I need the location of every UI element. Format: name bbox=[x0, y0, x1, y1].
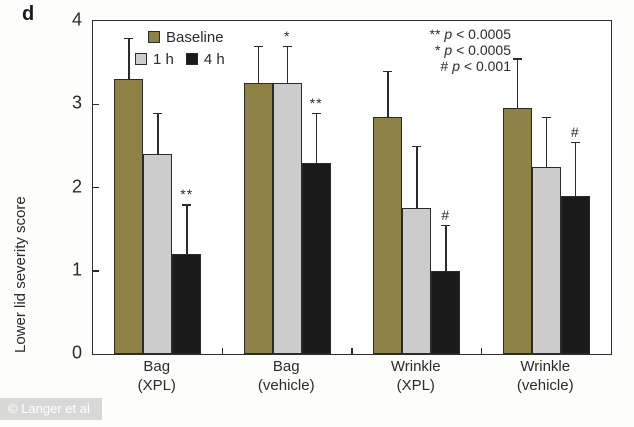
error-bar bbox=[157, 112, 159, 155]
error-bar-cap bbox=[541, 116, 551, 119]
legend-label: Baseline bbox=[166, 28, 224, 46]
error-bar bbox=[315, 112, 317, 163]
x-category-line2: (vehicle) bbox=[516, 377, 574, 394]
y-axis-title: Lower lid severity score bbox=[12, 196, 29, 353]
error-bar bbox=[387, 70, 389, 117]
legend-label: 4 h bbox=[203, 50, 225, 68]
legend-swatch bbox=[148, 31, 160, 43]
error-bar-cap bbox=[512, 58, 522, 60]
panel-letter: d bbox=[22, 3, 35, 25]
annotation-marker: * bbox=[434, 42, 441, 58]
x-category-label: Wrinkle (XPL) bbox=[356, 357, 476, 395]
x-category-label: Wrinkle (vehicle) bbox=[485, 357, 605, 395]
x-category-line1: Wrinkle bbox=[390, 358, 441, 375]
bar-1h-group3 bbox=[402, 208, 432, 354]
bar-Baseline-group4 bbox=[502, 108, 532, 354]
error-bar-cap bbox=[253, 45, 263, 48]
bar-Baseline-group1 bbox=[114, 79, 144, 354]
error-bar bbox=[416, 145, 418, 209]
error-bar-cap bbox=[441, 224, 451, 227]
y-tick-label: 1 bbox=[71, 259, 82, 280]
error-bar bbox=[186, 204, 188, 255]
annotation-p: p bbox=[444, 26, 453, 42]
error-bar bbox=[286, 45, 288, 84]
annotation-marker: # bbox=[440, 58, 449, 74]
significance-annotations: ** p < 0.0005 * p < 0.0005 # p < 0.001 bbox=[420, 26, 511, 74]
annotation-marker: ** bbox=[429, 26, 441, 42]
error-bar bbox=[516, 58, 518, 109]
x-category-label: Bag (XPL) bbox=[97, 357, 217, 395]
x-tick-mark bbox=[351, 348, 353, 354]
error-bar bbox=[545, 116, 547, 167]
error-bar-cap bbox=[570, 141, 580, 144]
annotation-p: p bbox=[444, 42, 453, 58]
legend-row: Baseline bbox=[148, 26, 237, 48]
legend: Baseline 1 h 4 h bbox=[135, 26, 237, 70]
x-tick-mark bbox=[480, 348, 483, 354]
error-bar-cap bbox=[182, 204, 192, 206]
x-category-line2: (vehicle) bbox=[257, 377, 315, 394]
y-tick-label: 2 bbox=[71, 176, 82, 196]
significance-marker: * bbox=[284, 27, 291, 44]
legend-swatch bbox=[185, 53, 198, 65]
error-bar-cap bbox=[412, 145, 422, 148]
annotation-row: * p < 0.0005 bbox=[420, 42, 511, 58]
significance-marker: # bbox=[441, 206, 451, 223]
error-bar bbox=[257, 45, 259, 84]
legend-item-1h: 1 h bbox=[135, 51, 174, 68]
y-tick-mark bbox=[93, 270, 99, 272]
error-bar-cap bbox=[124, 37, 134, 40]
x-category-label: Bag (vehicle) bbox=[226, 357, 346, 395]
x-category-line1: Wrinkle bbox=[520, 358, 571, 375]
error-bar-cap bbox=[383, 70, 393, 73]
bar-4h-group1 bbox=[172, 254, 202, 354]
bar-1h-group1 bbox=[143, 154, 173, 354]
annotation-threshold: < 0.001 bbox=[460, 58, 511, 74]
bar-4h-group3 bbox=[431, 270, 461, 354]
significance-marker: ** bbox=[180, 186, 194, 203]
legend-item-4h: 4 h bbox=[185, 50, 225, 68]
x-category-line2: (XPL) bbox=[396, 377, 435, 394]
y-tick-label: 0 bbox=[71, 342, 82, 363]
error-bar bbox=[445, 224, 447, 271]
legend-item-Baseline: Baseline bbox=[148, 29, 224, 46]
error-bar-cap bbox=[282, 45, 292, 48]
bar-Baseline-group2 bbox=[243, 83, 273, 354]
annotation-p: p bbox=[452, 58, 460, 74]
error-bar-cap bbox=[153, 112, 163, 115]
y-tick-label: 4 bbox=[71, 9, 82, 30]
bar-Baseline-group3 bbox=[373, 116, 403, 354]
x-category-line2: (XPL) bbox=[137, 377, 176, 394]
legend-swatch bbox=[135, 53, 147, 65]
legend-label: 1 h bbox=[153, 50, 174, 68]
annotation-row: # p < 0.001 bbox=[420, 58, 511, 74]
error-bar bbox=[128, 37, 130, 80]
y-tick-mark bbox=[93, 103, 99, 105]
bar-4h-group2 bbox=[301, 162, 331, 354]
significance-marker: # bbox=[570, 123, 580, 140]
error-bar bbox=[574, 141, 576, 196]
bar-1h-group2 bbox=[272, 83, 302, 354]
y-tick-mark bbox=[93, 186, 99, 189]
y-tick-label: 3 bbox=[71, 92, 82, 113]
x-category-line1: Bag bbox=[143, 358, 171, 375]
annotation-threshold: < 0.0005 bbox=[452, 42, 511, 58]
x-category-line1: Bag bbox=[272, 358, 300, 375]
bar-4h-group4 bbox=[560, 195, 590, 354]
bar-1h-group4 bbox=[531, 166, 561, 354]
annotation-row: ** p < 0.0005 bbox=[420, 26, 511, 42]
x-tick-mark bbox=[221, 348, 224, 354]
annotation-threshold: < 0.0005 bbox=[452, 26, 511, 42]
watermark: © Langer et al bbox=[0, 398, 102, 420]
significance-marker: ** bbox=[309, 94, 323, 111]
error-bar-cap bbox=[311, 112, 321, 115]
legend-row: 1 h 4 h bbox=[135, 48, 237, 70]
